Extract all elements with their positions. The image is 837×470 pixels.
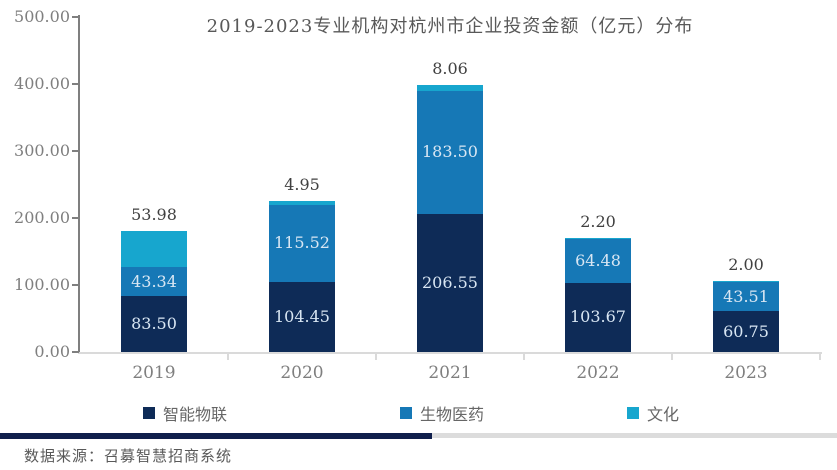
y-tick-mark bbox=[72, 284, 79, 286]
bar-segment bbox=[121, 267, 187, 297]
separator-navy-segment bbox=[0, 433, 432, 439]
x-axis-line bbox=[78, 352, 822, 354]
x-tick-mark bbox=[523, 352, 525, 360]
bar-value-label: 43.34 bbox=[131, 271, 177, 291]
bar-segment bbox=[121, 296, 187, 352]
bar-value-label: 104.45 bbox=[274, 307, 330, 326]
legend-swatch-icon bbox=[400, 407, 412, 419]
legend-item: 生物医药 bbox=[400, 401, 484, 425]
bar-segment bbox=[269, 201, 335, 205]
chart-title: 2019-2023专业机构对杭州市企业投资金额（亿元）分布 bbox=[206, 16, 694, 37]
above-bar-label: 2.00 bbox=[728, 254, 764, 274]
legend-label: 文化 bbox=[647, 405, 680, 424]
bar-segment bbox=[713, 311, 779, 352]
above-bar-label: 8.06 bbox=[432, 59, 468, 79]
legend-item: 文化 bbox=[627, 401, 679, 425]
bar-segment bbox=[417, 85, 483, 91]
bar-value-label: 183.50 bbox=[422, 142, 478, 162]
y-tick-mark bbox=[72, 217, 79, 219]
y-tick-label: 300.00 bbox=[14, 141, 70, 160]
bar-value-label: 60.75 bbox=[723, 321, 769, 341]
bar-segment bbox=[565, 282, 631, 352]
bar-segment bbox=[121, 230, 187, 267]
source-note: 数据来源：召募智慧招商系统 bbox=[24, 447, 233, 465]
y-tick-mark bbox=[72, 16, 79, 18]
x-tick-label: 2023 bbox=[724, 363, 768, 383]
y-tick-label: 400.00 bbox=[14, 74, 70, 93]
x-tick-label: 2021 bbox=[428, 363, 472, 383]
bar-segment bbox=[565, 237, 631, 240]
y-tick-mark bbox=[72, 351, 79, 353]
bar-value-label: 64.48 bbox=[575, 250, 621, 270]
x-tick-mark bbox=[375, 352, 377, 360]
legend-item: 智能物联 bbox=[143, 401, 227, 425]
bar-segment bbox=[417, 90, 483, 214]
bar-segment bbox=[417, 213, 483, 352]
y-tick-label: 100.00 bbox=[14, 275, 70, 294]
x-tick-mark bbox=[819, 352, 821, 360]
legend: 智能物联 生物医药 文化 bbox=[0, 401, 837, 425]
bar-segment bbox=[565, 239, 631, 283]
y-tick-mark bbox=[72, 150, 79, 152]
bar-segment bbox=[713, 282, 779, 312]
x-tick-label: 2019 bbox=[132, 363, 176, 383]
above-bar-label: 53.98 bbox=[131, 204, 177, 224]
y-tick-label: 0.00 bbox=[34, 342, 70, 361]
x-tick-mark bbox=[671, 352, 673, 360]
bar-segment bbox=[269, 282, 335, 352]
separator-bar bbox=[0, 433, 837, 439]
bar-value-label: 43.51 bbox=[723, 286, 769, 306]
legend-label: 生物医药 bbox=[420, 405, 485, 424]
y-tick-mark bbox=[72, 83, 79, 85]
x-tick-mark bbox=[227, 352, 229, 360]
separator-gray-segment bbox=[432, 433, 837, 438]
legend-label: 智能物联 bbox=[163, 405, 228, 424]
bar-segment bbox=[713, 280, 779, 283]
x-tick-label: 2022 bbox=[576, 363, 620, 383]
legend-swatch-icon bbox=[627, 407, 639, 419]
bar-value-label: 206.55 bbox=[422, 272, 478, 292]
bar-value-label: 83.50 bbox=[131, 314, 177, 334]
legend-swatch-icon bbox=[143, 407, 155, 419]
bar-segment bbox=[269, 204, 335, 282]
y-axis-line bbox=[78, 15, 80, 354]
bar-value-label: 103.67 bbox=[570, 307, 626, 327]
x-tick-label: 2020 bbox=[280, 363, 324, 383]
y-tick-label: 200.00 bbox=[14, 208, 70, 227]
bar-value-label: 115.52 bbox=[274, 233, 330, 253]
y-tick-label: 500.00 bbox=[14, 7, 70, 26]
above-bar-label: 4.95 bbox=[284, 175, 320, 195]
above-bar-label: 2.20 bbox=[580, 211, 616, 231]
